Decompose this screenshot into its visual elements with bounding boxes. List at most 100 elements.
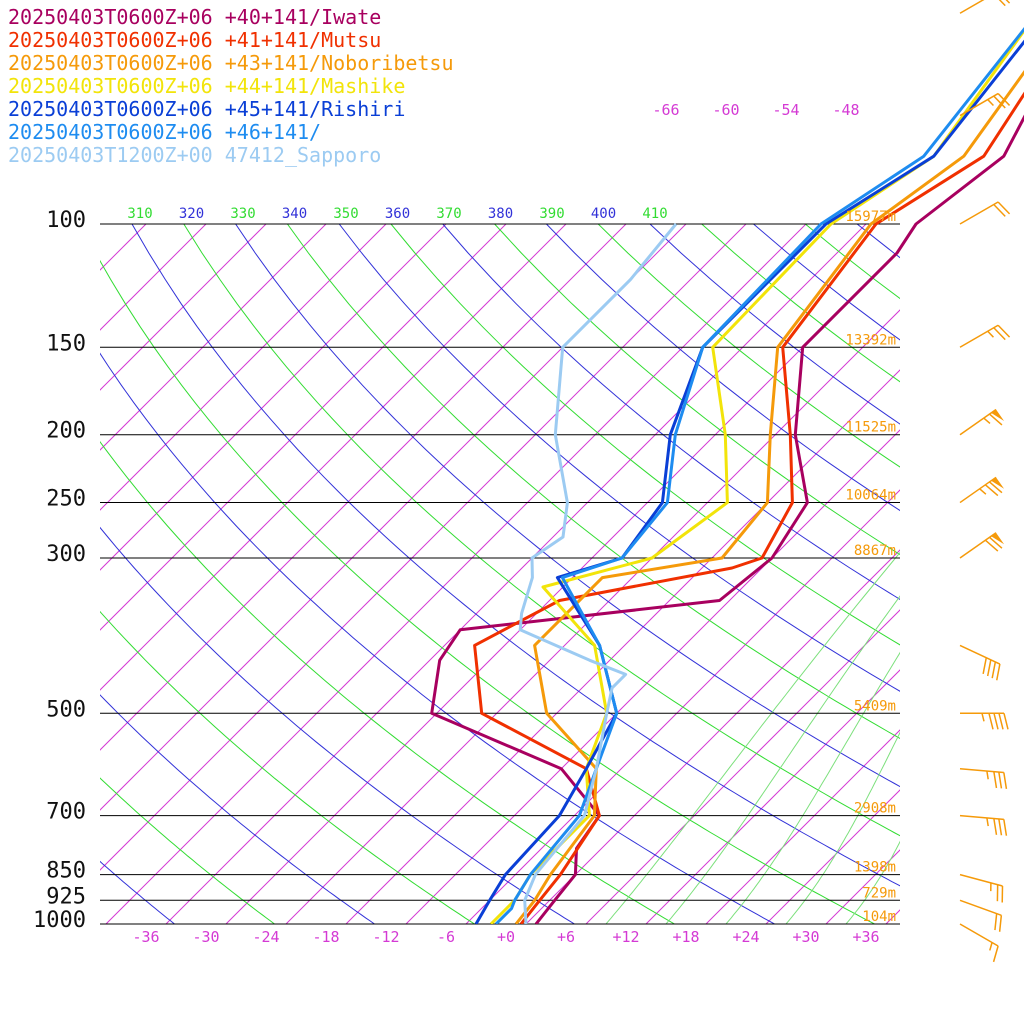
height-label: 2908m (854, 801, 896, 817)
isotherm-line (100, 224, 327, 451)
dry-adiabat-line (100, 352, 776, 924)
sounding-series (430, 26, 1024, 924)
wind-barb (959, 899, 1003, 932)
isotherm-line (0, 224, 26, 924)
isotherm-line (645, 669, 900, 924)
isotherm-top-label: -66 (652, 101, 679, 119)
wind-barb (959, 324, 1011, 348)
temperature-tick-label: +12 (612, 928, 639, 946)
isotherm-line (100, 224, 747, 871)
height-label: 729m (862, 885, 896, 901)
isobar-lines (100, 223, 900, 925)
isotherm-line (100, 224, 387, 511)
isotherm-top-label: -48 (832, 101, 859, 119)
temperature-tick-label: +18 (672, 928, 699, 946)
temperature-tick-label: +6 (557, 928, 575, 946)
wind-barb (959, 923, 999, 963)
isotherm-line (705, 729, 900, 924)
isotherm-line (285, 309, 900, 924)
isotherm-top-label: -54 (772, 101, 799, 119)
theta-label: 310 (127, 206, 152, 222)
dry-adiabat-line (100, 526, 576, 924)
temperature-tick-label: -6 (437, 928, 455, 946)
temperature-tick-label: -24 (252, 928, 279, 946)
dry-adiabat-line (390, 224, 900, 646)
height-label: 10064m (845, 488, 896, 504)
temperature-tick-label: -36 (132, 928, 159, 946)
isotherm-line (100, 224, 447, 571)
height-label: 1398m (854, 860, 896, 876)
theta-label: 320 (179, 206, 204, 222)
isotherm-line (100, 224, 567, 691)
dry-adiabat-line (338, 224, 900, 692)
isotherm-line (100, 224, 267, 391)
dry-adiabat-line (649, 224, 900, 425)
theta-label: 340 (282, 206, 307, 222)
sounding-line (518, 223, 678, 924)
dry-adiabat-line (100, 860, 176, 924)
theta-label: 350 (333, 206, 358, 222)
wind-barbs (959, 0, 1011, 963)
temperature-tick-label: -30 (192, 928, 219, 946)
dry-adiabat-line (286, 224, 900, 740)
theta-label: 380 (488, 206, 513, 222)
dry-adiabat-line (100, 610, 476, 924)
legend-entry: 20250403T0600Z+06 +46+141/ (8, 120, 321, 144)
legend-entry: 20250403T0600Z+06 +44+141/Mashike (8, 74, 405, 98)
pressure-tick-label: 700 (46, 800, 86, 825)
isotherm-top-label: -60 (712, 101, 739, 119)
sounding-line (474, 39, 1024, 924)
height-label: 13392m (845, 332, 896, 348)
moist-adiabat-lines (605, 551, 900, 924)
isotherm-line (345, 369, 900, 924)
dry-adiabat-line (442, 224, 900, 600)
height-label: 104m (862, 909, 896, 925)
temperature-tick-label: +0 (497, 928, 515, 946)
legend-entry: 20250403T1200Z+00 47412_Sapporo (8, 143, 381, 167)
isotherm-line (585, 609, 900, 924)
dry-adiabat-line (131, 224, 900, 887)
isotherm-line (165, 224, 867, 924)
isotherm-line (765, 789, 900, 924)
theta-label: 390 (539, 206, 564, 222)
temperature-tick-label: +36 (852, 928, 879, 946)
temperature-tick-label: -18 (312, 928, 339, 946)
wind-barb (959, 644, 1001, 681)
pressure-tick-label: 200 (46, 419, 86, 444)
sounding-line (514, 70, 1024, 924)
sounding-line (473, 91, 1024, 924)
wind-barb (959, 767, 1008, 789)
pressure-tick-label: 150 (46, 331, 86, 356)
dry-adiabat-line (100, 777, 276, 924)
dry-adiabat-line (856, 224, 900, 259)
dry-adiabat-lines (100, 224, 900, 924)
wind-barb (959, 532, 1005, 559)
wind-barb (959, 476, 1005, 504)
sounding-line (489, 28, 1024, 924)
dry-adiabat-line (804, 224, 900, 300)
pressure-tick-label: 1000 (33, 908, 86, 933)
wind-barb (959, 0, 1011, 14)
legend-entry: 20250403T0600Z+06 +45+141/Rishiri (8, 97, 405, 121)
legend-entry: 20250403T0600Z+06 +43+141/Noboribetsu (8, 51, 454, 75)
legend-entry: 20250403T0600Z+06 +40+141/Iwate (8, 5, 381, 29)
isotherm-line (100, 224, 507, 631)
dry-adiabat-line (100, 259, 876, 924)
wind-barb (959, 92, 1011, 117)
pressure-tick-label: 100 (46, 208, 86, 233)
wind-barb (959, 201, 1011, 225)
theta-label: 410 (642, 206, 667, 222)
legend: 20250403T0600Z+06 +40+141/Iwate 20250403T… (8, 5, 454, 167)
wind-barb (959, 814, 1008, 836)
isotherm-line (100, 224, 207, 331)
isotherm-line (105, 224, 807, 924)
height-label: 5409m (854, 698, 896, 714)
dry-adiabat-line (100, 694, 376, 924)
temperature-tick-label: +30 (792, 928, 819, 946)
theta-label: 330 (230, 206, 255, 222)
sounding-line (494, 26, 1024, 924)
pressure-tick-label: 250 (46, 487, 86, 512)
wind-barb (960, 712, 1009, 730)
dry-adiabat-line (183, 224, 900, 837)
